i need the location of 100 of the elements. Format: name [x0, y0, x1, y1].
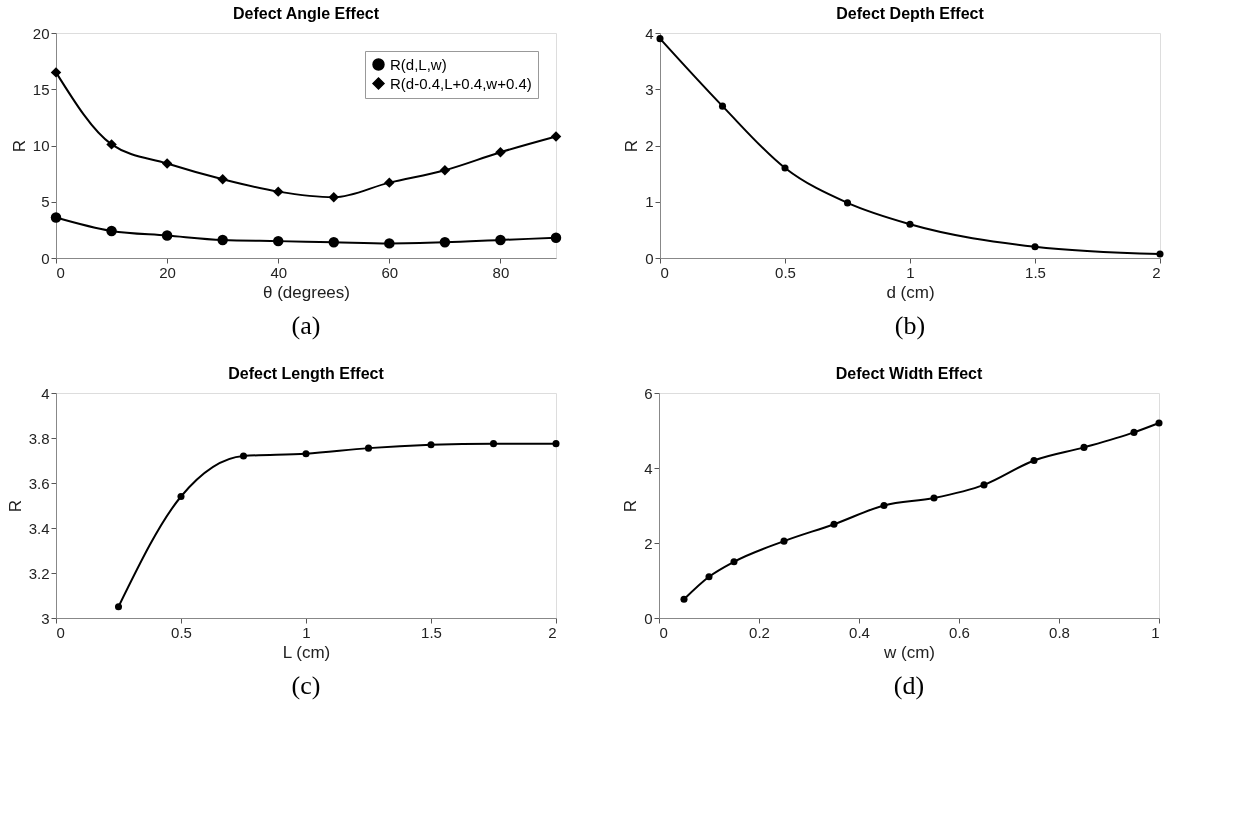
x-tick-label: 40 [270, 263, 288, 281]
point [880, 501, 888, 510]
y-axis-title: R [622, 139, 642, 153]
point [384, 177, 395, 188]
legend-label: R(d-0.4,L+0.4,w+0.4) [390, 74, 532, 92]
point [495, 234, 506, 246]
x-tick-label: 1 [302, 623, 311, 641]
x-tick-label: 0 [660, 263, 669, 281]
point [217, 174, 228, 185]
x-axis-title: w (cm) [883, 642, 935, 662]
point [489, 440, 498, 448]
point [50, 67, 62, 78]
point [906, 220, 914, 228]
y-axis-title: R [621, 499, 641, 513]
point [217, 234, 228, 246]
point [550, 232, 562, 243]
x-tick-label: 0 [659, 623, 668, 641]
x-tick-label: 0.2 [749, 623, 770, 641]
x-tick-label: 0.6 [949, 623, 970, 641]
chart-title: Defect Width Effect [835, 365, 983, 382]
point [495, 147, 506, 158]
point [730, 558, 738, 566]
point [439, 237, 451, 248]
point [106, 225, 117, 237]
x-tick-label: 2 [548, 623, 557, 641]
y-tick-label: 10 [32, 137, 50, 154]
point [177, 492, 185, 501]
y-tick-label: 6 [644, 384, 653, 402]
x-tick-label: 0.8 [1049, 623, 1070, 641]
point [328, 192, 340, 203]
y-tick-label: 0 [41, 249, 50, 267]
y-tick-label: 3.6 [28, 474, 50, 492]
x-tick-label: 0 [56, 263, 65, 281]
chart-title: Defect Depth Effect [836, 5, 985, 22]
text: (c) [291, 671, 321, 700]
point [384, 238, 395, 249]
point [705, 573, 713, 581]
point [161, 230, 173, 241]
y-tick-label: 3.8 [28, 429, 50, 447]
point [843, 199, 852, 207]
point [106, 139, 117, 150]
point [980, 481, 988, 489]
point [930, 494, 938, 502]
point [1155, 419, 1163, 427]
point [830, 520, 838, 528]
point [427, 441, 435, 449]
point [1030, 456, 1038, 465]
x-tick-label: 80 [492, 263, 510, 281]
x-tick-label: 20 [159, 263, 176, 281]
point [718, 102, 727, 110]
x-tick-label: 0.5 [775, 263, 796, 281]
y-axis-title: R [9, 139, 29, 153]
point [1130, 428, 1138, 436]
y-tick-label: 4 [644, 459, 653, 477]
y-tick-label: 3.2 [28, 564, 50, 582]
y-tick-label: 15 [32, 80, 50, 98]
point [439, 165, 451, 176]
y-tick-label: 0 [644, 609, 653, 627]
x-tick-label: 60 [381, 263, 399, 281]
point [1156, 250, 1164, 258]
y-tick-label: 2 [645, 137, 654, 154]
legend-label: R(d,L,w) [390, 55, 447, 73]
point [364, 444, 373, 452]
y-tick-label: 20 [32, 24, 50, 42]
point [781, 164, 789, 172]
y-tick-label: 3 [645, 80, 654, 98]
chart-title: Defect Length Effect [228, 365, 385, 382]
x-tick-label: 1.5 [1025, 263, 1046, 281]
x-tick-label: 0.4 [849, 623, 870, 641]
point [302, 450, 310, 458]
point [328, 237, 340, 248]
x-axis-title: d (cm) [886, 282, 935, 302]
y-tick-label: 4 [41, 384, 50, 402]
y-tick-label: 5 [41, 193, 50, 211]
text: (b) [894, 311, 926, 340]
point [161, 158, 173, 169]
y-tick-label: 3 [41, 609, 50, 627]
x-tick-label: 1 [906, 263, 915, 281]
point [680, 595, 688, 603]
y-tick-label: 2 [644, 534, 653, 552]
text: (d) [893, 671, 925, 700]
x-tick-label: 0.5 [171, 623, 192, 641]
x-tick-label: 1 [1151, 623, 1160, 641]
y-tick-label: 4 [645, 24, 654, 42]
x-axis-title: θ (degrees) [263, 282, 350, 302]
x-tick-label: 0 [56, 623, 65, 641]
y-tick-label: 0 [645, 249, 654, 267]
point [1080, 443, 1088, 451]
point [272, 186, 284, 197]
y-tick-label: 1 [645, 193, 654, 211]
point [239, 452, 248, 460]
chart-title: Defect Angle Effect [232, 5, 380, 22]
point [1031, 243, 1039, 251]
x-tick-label: 2 [1152, 263, 1161, 281]
y-tick-label: 3.4 [28, 519, 50, 537]
y-axis-title: R [5, 499, 25, 513]
point [550, 131, 562, 142]
x-axis-title: L (cm) [282, 642, 331, 662]
point [272, 235, 284, 247]
point [656, 35, 664, 43]
